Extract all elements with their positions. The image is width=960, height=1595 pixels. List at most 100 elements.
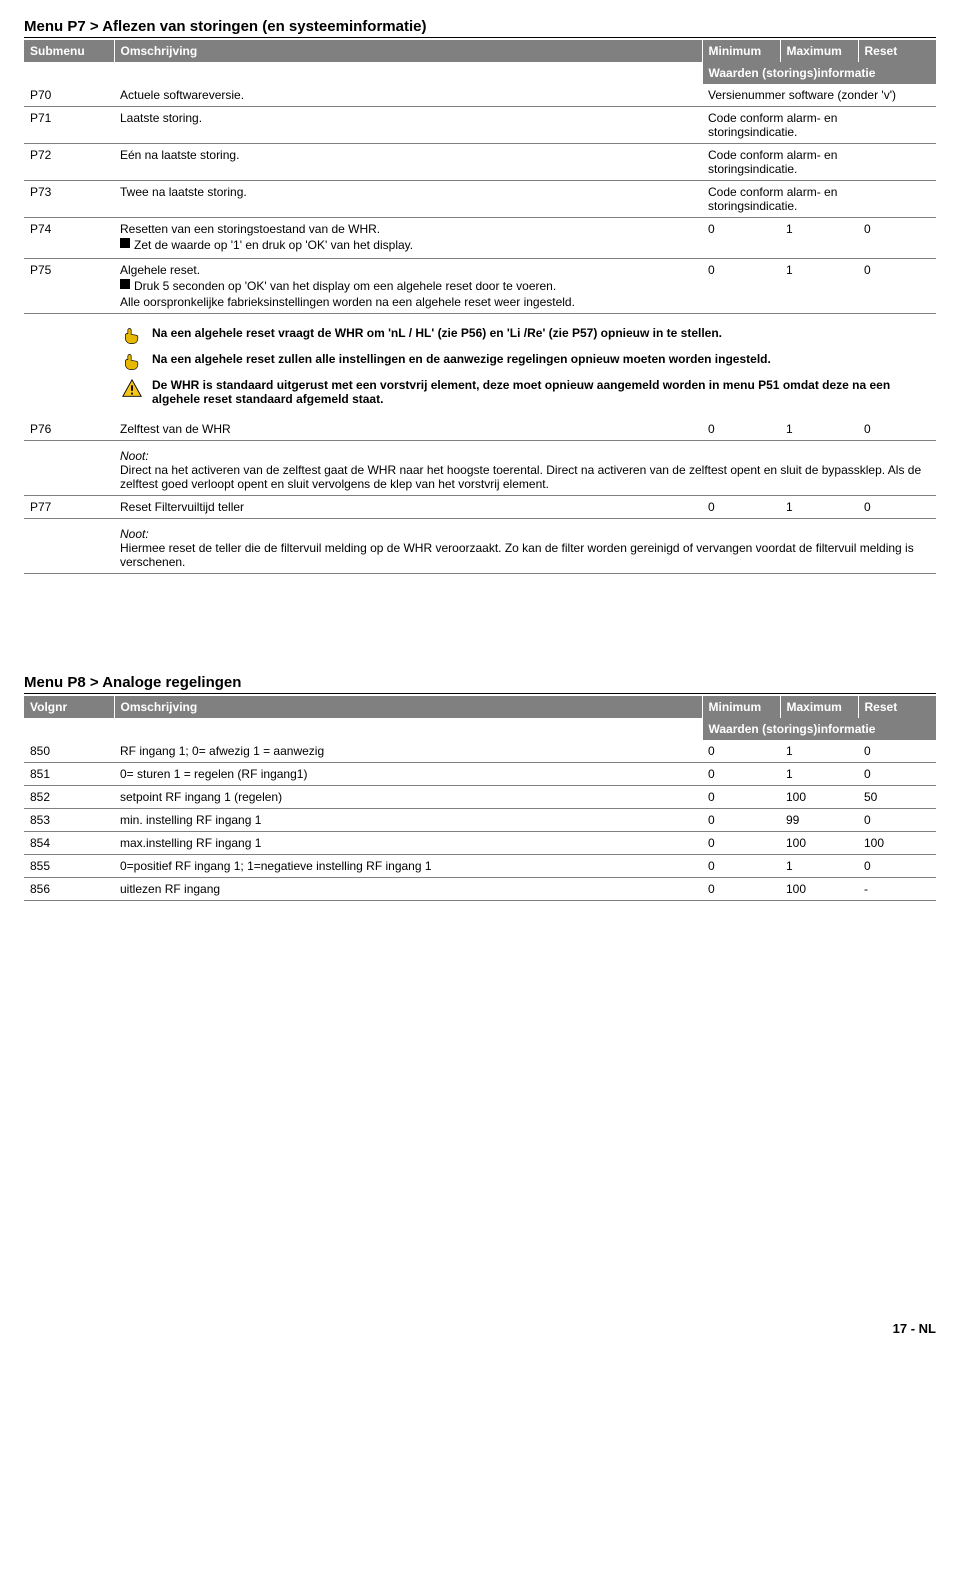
- p7-super-header-label: Waarden (storings)informatie: [702, 62, 936, 84]
- p7-col-submenu: Submenu: [24, 40, 114, 62]
- p7-col-max: Maximum: [780, 40, 858, 62]
- page-footer: 17 - NL: [24, 1321, 936, 1336]
- cell-max: 1: [780, 763, 858, 786]
- cell-reset: -: [858, 878, 936, 901]
- p8-col-desc: Omschrijving: [114, 696, 702, 718]
- cell-volgnr: 854: [24, 832, 114, 855]
- cell-sub: P77: [24, 496, 114, 519]
- hand-pointing-icon: [120, 326, 146, 346]
- note-body: Direct na het activeren van de zelftest …: [120, 463, 921, 491]
- cell-desc: setpoint RF ingang 1 (regelen): [114, 786, 702, 809]
- note-body: Hiermee reset de teller die de filtervui…: [120, 541, 914, 569]
- cell-reset: 0: [858, 496, 936, 519]
- cell-desc: Zelftest van de WHR: [114, 418, 702, 441]
- cell-max: 100: [780, 786, 858, 809]
- note-label: Noot:: [120, 449, 149, 463]
- cell-min: 0: [702, 763, 780, 786]
- menu-p8-table: Waarden (storings)informatie Volgnr Omsc…: [24, 696, 936, 901]
- table-row: P76 Zelftest van de WHR 0 1 0: [24, 418, 936, 441]
- table-row: P73 Twee na laatste storing. Code confor…: [24, 181, 936, 218]
- cell-min: 0: [702, 809, 780, 832]
- cell-max: 1: [780, 855, 858, 878]
- note-text-1: Na een algehele reset vraagt de WHR om '…: [152, 326, 930, 340]
- cell-volgnr: 851: [24, 763, 114, 786]
- cell-reset: 0: [858, 740, 936, 763]
- menu-p7-title: Menu P7 > Aflezen van storingen (en syst…: [24, 18, 936, 38]
- cell-volgnr: 856: [24, 878, 114, 901]
- table-row: 852 setpoint RF ingang 1 (regelen) 0 100…: [24, 786, 936, 809]
- cell-sub: P75: [24, 259, 114, 314]
- table-row: 855 0=positief RF ingang 1; 1=negatieve …: [24, 855, 936, 878]
- table-row: 853 min. instelling RF ingang 1 0 99 0: [24, 809, 936, 832]
- warning-triangle-icon: [120, 378, 146, 400]
- cell-desc: Resetten van een storingstoestand van de…: [114, 218, 702, 259]
- p8-col-min: Minimum: [702, 696, 780, 718]
- p8-col-volgnr: Volgnr: [24, 696, 114, 718]
- cell-min: 0: [702, 786, 780, 809]
- table-row: P70 Actuele softwareversie. Versienummer…: [24, 84, 936, 107]
- table-row: P74 Resetten van een storingstoestand va…: [24, 218, 936, 259]
- cell-volgnr: 855: [24, 855, 114, 878]
- cell-bullet: Druk 5 seconden op 'OK' van het display …: [134, 279, 696, 293]
- cell-desc-main: Resetten van een storingstoestand van de…: [120, 222, 380, 236]
- cell-note: Noot: Hiermee reset de teller die de fil…: [114, 519, 936, 574]
- cell-desc: RF ingang 1; 0= afwezig 1 = aanwezig: [114, 740, 702, 763]
- cell-reset: 100: [858, 832, 936, 855]
- cell-info: Code conform alarm- en storingsindicatie…: [702, 107, 936, 144]
- table-row: P71 Laatste storing. Code conform alarm-…: [24, 107, 936, 144]
- cell-desc: 0=positief RF ingang 1; 1=negatieve inst…: [114, 855, 702, 878]
- table-row-note: Noot: Hiermee reset de teller die de fil…: [24, 519, 936, 574]
- cell-desc: max.instelling RF ingang 1: [114, 832, 702, 855]
- p7-col-min: Minimum: [702, 40, 780, 62]
- cell-sub: P70: [24, 84, 114, 107]
- note-text-3: De WHR is standaard uitgerust met een vo…: [152, 378, 930, 406]
- cell-desc: uitlezen RF ingang: [114, 878, 702, 901]
- cell-reset: 0: [858, 259, 936, 314]
- cell-sub: P72: [24, 144, 114, 181]
- table-row: P75 Algehele reset. Druk 5 seconden op '…: [24, 259, 936, 314]
- cell-max: 1: [780, 218, 858, 259]
- cell-desc: Reset Filtervuiltijd teller: [114, 496, 702, 519]
- cell-min: 0: [702, 259, 780, 314]
- cell-max: 1: [780, 496, 858, 519]
- cell-volgnr: 853: [24, 809, 114, 832]
- cell-reset: 0: [858, 809, 936, 832]
- cell-min: 0: [702, 218, 780, 259]
- cell-sub: P76: [24, 418, 114, 441]
- p7-header-row: Submenu Omschrijving Minimum Maximum Res…: [24, 40, 936, 62]
- cell-reset: 50: [858, 786, 936, 809]
- cell-desc: Algehele reset. Druk 5 seconden op 'OK' …: [114, 259, 702, 314]
- cell-info: Code conform alarm- en storingsindicatie…: [702, 181, 936, 218]
- p8-col-max: Maximum: [780, 696, 858, 718]
- cell-desc: Eén na laatste storing.: [114, 144, 702, 181]
- cell-sub: P71: [24, 107, 114, 144]
- cell-max: 100: [780, 832, 858, 855]
- p8-super-header: Waarden (storings)informatie: [24, 718, 936, 740]
- cell-desc-main: Algehele reset.: [120, 263, 200, 277]
- table-row: P77 Reset Filtervuiltijd teller 0 1 0: [24, 496, 936, 519]
- p8-col-reset: Reset: [858, 696, 936, 718]
- cell-volgnr: 850: [24, 740, 114, 763]
- cell-min: 0: [702, 832, 780, 855]
- table-row: P72 Eén na laatste storing. Code conform…: [24, 144, 936, 181]
- cell-desc: 0= sturen 1 = regelen (RF ingang1): [114, 763, 702, 786]
- table-row: 854 max.instelling RF ingang 1 0 100 100: [24, 832, 936, 855]
- p7-col-desc: Omschrijving: [114, 40, 702, 62]
- menu-p7-table: Waarden (storings)informatie Submenu Oms…: [24, 40, 936, 574]
- cell-max: 1: [780, 418, 858, 441]
- cell-bullet: Zet de waarde op '1' en druk op 'OK' van…: [134, 238, 696, 252]
- cell-note: Noot: Direct na het activeren van de zel…: [114, 441, 936, 496]
- table-row: 856 uitlezen RF ingang 0 100 -: [24, 878, 936, 901]
- p7-super-header: Waarden (storings)informatie: [24, 62, 936, 84]
- cell-min: 0: [702, 878, 780, 901]
- table-row: 850 RF ingang 1; 0= afwezig 1 = aanwezig…: [24, 740, 936, 763]
- cell-line2: Alle oorspronkelijke fabrieksinstellinge…: [120, 295, 696, 309]
- cell-min: 0: [702, 855, 780, 878]
- cell-volgnr: 852: [24, 786, 114, 809]
- cell-desc: Laatste storing.: [114, 107, 702, 144]
- cell-sub: P73: [24, 181, 114, 218]
- cell-min: 0: [702, 740, 780, 763]
- cell-desc: Twee na laatste storing.: [114, 181, 702, 218]
- table-row-note: Noot: Direct na het activeren van de zel…: [24, 441, 936, 496]
- square-bullet-icon: [120, 279, 130, 289]
